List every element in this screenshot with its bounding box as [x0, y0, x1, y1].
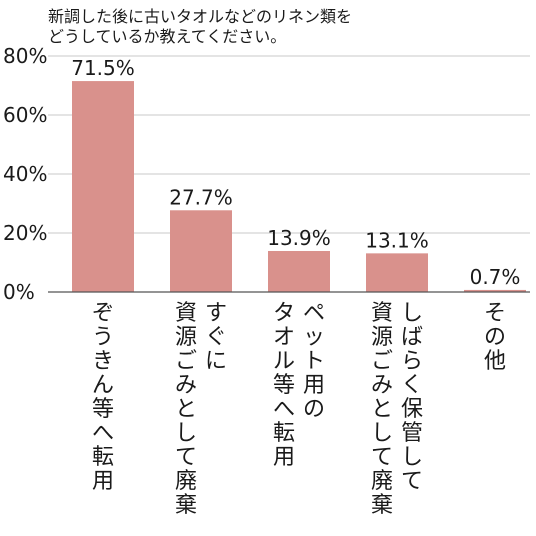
category-char: し [401, 301, 423, 326]
category-labels: ぞうきん等へ転用すぐに資源ごみとして廃棄ペット用のタオル等へ転用しばらく保管して… [92, 301, 506, 518]
category-char: て [401, 469, 423, 494]
category-char: 棄 [371, 493, 393, 518]
category-char: 保 [401, 397, 423, 422]
data-label-1: 71.5% [71, 56, 135, 80]
y-tick-label-0: 0% [3, 280, 35, 304]
bar-2 [170, 210, 232, 292]
category-char: に [205, 349, 227, 374]
category-char: 資 [371, 301, 393, 326]
category-char: 他 [484, 349, 506, 374]
category-char: と [175, 397, 197, 422]
category-char: 源 [175, 325, 197, 350]
category-char: タ [273, 301, 295, 326]
category-char: オ [273, 325, 295, 350]
category-char: ト [303, 349, 325, 374]
category-char: 資 [175, 301, 197, 326]
data-label-2: 27.7% [169, 185, 233, 209]
category-char: し [175, 421, 197, 446]
category-char: み [175, 373, 197, 398]
category-char: 転 [92, 445, 114, 470]
category-char: ル [273, 349, 295, 374]
chart-title-line-2: どうしているか教えてください。 [48, 27, 286, 46]
category-label-5: その他 [484, 301, 506, 374]
category-char: ご [371, 349, 393, 374]
category-char: と [371, 397, 393, 422]
data-label-5: 0.7% [470, 265, 521, 289]
category-char: ご [175, 349, 197, 374]
category-char: 用 [92, 469, 114, 494]
y-tick-label-40: 40% [3, 162, 47, 186]
category-char: 棄 [175, 493, 197, 518]
category-char: ペ [303, 301, 325, 326]
category-char: 転 [273, 421, 295, 446]
category-char: 廃 [371, 469, 393, 494]
bar-5 [464, 289, 526, 292]
y-axis-tick-labels: 0% 20% 40% 60% 80% [3, 44, 47, 304]
bar-3 [268, 250, 330, 292]
data-label-4: 13.1% [365, 228, 429, 252]
category-char: す [205, 301, 227, 326]
bars [72, 81, 526, 292]
category-char: の [303, 397, 325, 422]
category-char: し [401, 445, 423, 470]
category-char: ん [92, 373, 114, 398]
category-char: そ [484, 301, 506, 326]
category-char: 源 [371, 325, 393, 350]
bar-1 [72, 81, 134, 292]
category-char: て [371, 445, 393, 470]
category-char: ぐ [205, 325, 227, 350]
y-tick-label-60: 60% [3, 103, 47, 127]
category-char: ぞ [92, 301, 114, 326]
category-char: う [92, 325, 114, 350]
category-char: ば [401, 325, 423, 350]
category-char: 用 [303, 373, 325, 398]
category-char: し [371, 421, 393, 446]
y-tick-label-80: 80% [3, 44, 47, 68]
y-tick-label-20: 20% [3, 221, 47, 245]
category-char: き [92, 349, 114, 374]
category-char: の [484, 325, 506, 350]
category-char: ら [401, 349, 423, 374]
category-char: て [175, 445, 197, 470]
category-char: く [401, 373, 423, 398]
category-char: 用 [273, 445, 295, 470]
category-char: 等 [92, 397, 114, 422]
chart-title-line-1: 新調した後に古いタオルなどのリネン類を [48, 7, 352, 26]
category-char: ッ [303, 325, 325, 350]
category-char: へ [92, 421, 114, 446]
category-char: 等 [273, 373, 295, 398]
category-char: 廃 [175, 469, 197, 494]
data-labels: 71.5% 27.7% 13.9% 13.1% 0.7% [71, 56, 520, 289]
data-label-3: 13.9% [267, 226, 331, 250]
category-char: み [371, 373, 393, 398]
bar-4 [366, 253, 428, 292]
category-char: 管 [401, 421, 423, 446]
category-char: へ [273, 397, 295, 422]
